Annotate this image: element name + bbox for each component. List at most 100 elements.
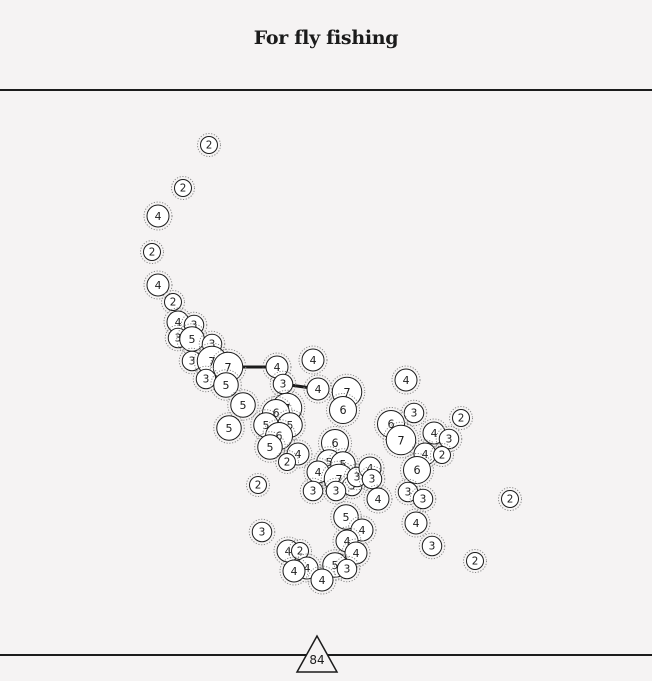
bubble-value: 2 [180,183,187,195]
bubble-value: 3 [310,486,317,498]
bubble-value: 4 [155,210,162,223]
bubble-value: 3 [333,486,340,498]
bubble-node: 3 [333,555,361,583]
bubble-value: 4 [319,574,326,587]
bubble-value: 4 [274,361,281,374]
bubble-circle [213,372,239,398]
bubble-value: 3 [354,472,361,484]
bubble-halo [227,389,259,421]
bubble-circle [200,136,218,154]
bubble-value: 3 [411,408,418,420]
bubble-value: 4 [315,383,322,396]
bubble-node: 3 [418,532,446,560]
bubble-node: 2 [430,443,454,467]
bubble-halo [332,526,362,556]
bubble-circle [403,402,425,424]
bubble-value: 3 [344,564,351,576]
bubble-halo [246,473,270,497]
bubble-value: 5 [223,379,230,392]
bubble-value: 3 [209,339,216,351]
bubble-halo [197,133,221,157]
bubble-halo [328,373,366,411]
bubble-node: 4 [401,508,431,538]
bubble-halo [363,484,393,514]
bubble-node: 2 [275,450,299,474]
bubble-halo [279,556,309,586]
bubble-circle [301,348,325,372]
bubble-value: 2 [297,546,304,558]
bubble-circle [164,293,182,311]
bubble-halo [341,538,371,568]
bubble-halo [400,453,434,487]
bubble-value: 2 [284,457,291,469]
bubble-halo [209,348,247,386]
bubble-value: 4 [175,316,182,329]
bubble-node: 4 [363,484,393,514]
bubble-circle [257,434,283,460]
bubble-value: 4 [422,448,429,461]
bubble-circle [394,368,418,392]
bubble-value: 5 [332,559,339,572]
bubble-halo [391,365,421,395]
bubble-circle [251,521,273,543]
node-layer: 2242424335337735443476457655565426554733… [140,133,522,595]
bubble-value: 3 [203,374,210,386]
bubble-value: 2 [507,494,514,506]
bubble-node: 4 [143,270,173,300]
bubble-node: 5 [213,412,245,444]
bubble-halo [283,439,313,469]
bubble-value: 3 [189,356,196,368]
bubble-halo [498,487,522,511]
bubble-node: 3 [409,485,437,513]
bubble-circle [433,446,451,464]
bubble-value: 7 [343,386,350,400]
bubble-circle [310,568,334,592]
bubble-circle [216,415,242,441]
bubble-halo [143,270,173,300]
bubble-value: 2 [255,480,262,492]
bubble-node: 2 [498,487,522,511]
bubble-node: 5 [227,389,259,421]
bubble-circle [421,535,443,557]
bubble-value: 7 [224,361,231,375]
bubble-node: 3 [322,477,350,505]
bubble-value: 6 [387,418,394,431]
bubble-halo [143,201,173,231]
bubble-circle [452,409,470,427]
bubble-halo [330,501,362,533]
bubble-circle [143,243,161,261]
bubble-value: 4 [315,466,322,479]
bubble-halo [326,393,360,427]
page-title: For fly fishing [253,27,399,49]
bubble-value: 3 [446,434,453,446]
bubble-halo [292,553,322,583]
bubble-node: 4 [307,565,337,595]
bubble-halo [213,412,245,444]
bubble-halo [400,399,428,427]
bubble-node: 3 [269,370,297,398]
bubble-circle [412,488,434,510]
bubble-halo [171,176,195,200]
bubble-halo [322,477,350,505]
bubble-node: 2 [449,406,473,430]
bubble-value: 2 [206,140,213,152]
page-number: 84 [309,653,324,667]
bubble-node: 4 [279,556,309,586]
bubble-value: 3 [191,320,198,332]
bubble-circle [249,476,267,494]
bubble-node: 2 [171,176,195,200]
bubble-node: 4 [298,345,328,375]
bubble-value: 6 [413,464,420,477]
bubble-node: 4 [262,352,292,382]
bubble-value: 3 [175,333,182,345]
bubble-value: 4 [310,354,317,367]
bubble-circle [329,396,357,424]
bubble-value: 4 [353,547,360,560]
bubble-node: 4 [303,374,333,404]
bubble-node: 3 [400,399,428,427]
bubble-value: 2 [149,247,156,259]
bubble-halo [430,443,454,467]
bubble-value: 4 [155,279,162,292]
bubble-halo [254,431,286,463]
bubble-value: 7 [335,473,342,487]
